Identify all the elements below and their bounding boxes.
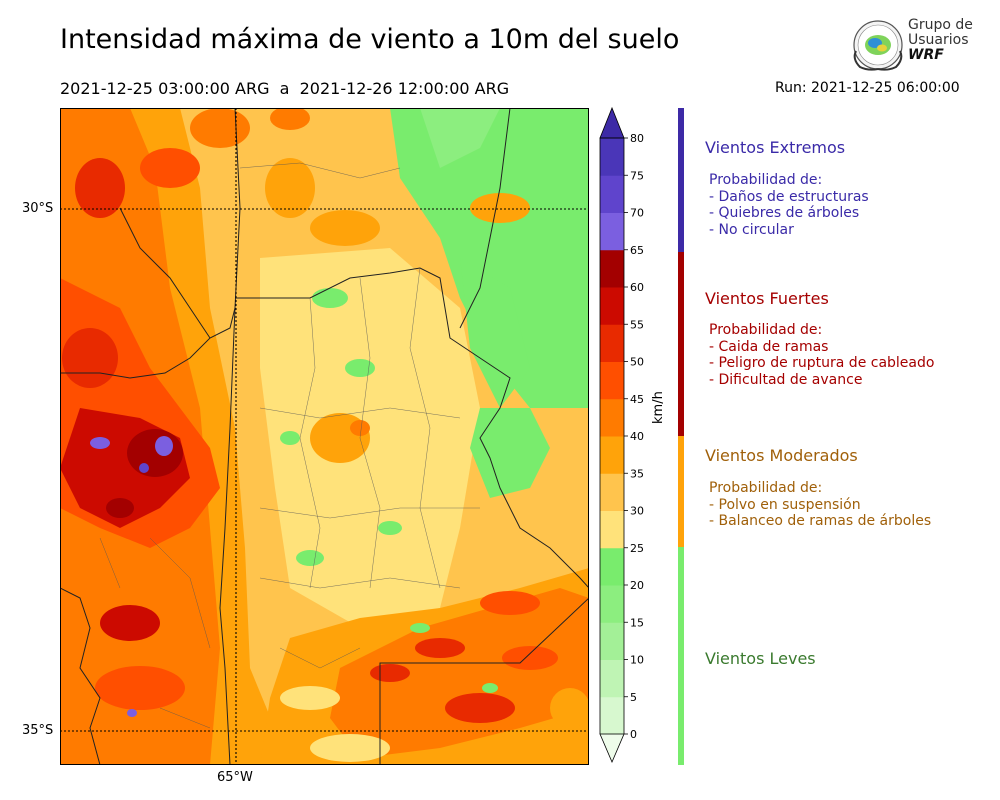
legend-moderados-list: Probabilidad de: - Polvo en suspensión -… (709, 480, 931, 530)
colorbar-segment (600, 287, 624, 325)
logo-line-2: Usuarios (908, 32, 969, 48)
colorbar-extend-low (599, 733, 625, 764)
run-timestamp: Run: 2021-12-25 06:00:00 (775, 80, 960, 96)
lon-label-65: 65°W (217, 770, 253, 785)
legend-extremos-item: Probabilidad de: (709, 172, 823, 188)
lat-label-35: 35°S (22, 723, 54, 738)
forecast-period: 2021-12-25 03:00:00 ARG a 2021-12-26 12:… (60, 79, 510, 98)
colorbar-tick-label: 65 (630, 244, 644, 257)
legend-fuertes-title: Vientos Fuertes (705, 289, 829, 308)
logo-line-3: WRF (908, 47, 944, 63)
colorbar-tick-label: 50 (630, 356, 644, 369)
map-title: Intensidad máxima de viento a 10m del su… (60, 24, 680, 55)
colorbar-segment (600, 585, 624, 623)
legend-leves-title: Vientos Leves (705, 649, 816, 668)
colorbar-extend-high (599, 106, 625, 139)
colorbar-segment (600, 398, 624, 437)
legend-extremos-list: Probabilidad de: - Daños de estructuras … (709, 172, 869, 238)
colorbar-tick-label: 60 (630, 281, 644, 294)
category-bar-moderados (678, 436, 684, 547)
category-bar (678, 108, 684, 765)
colorbar-tick-label: 0 (630, 728, 637, 741)
colorbar-segment (600, 436, 624, 474)
category-bar-leves (678, 547, 684, 765)
colorbar-segment (600, 361, 624, 400)
colorbar-segment (600, 510, 624, 549)
wind-map (60, 108, 589, 765)
colorbar-tick-label: 5 (630, 691, 637, 704)
colorbar-tick-label: 25 (630, 542, 644, 555)
colorbar-tick-label: 10 (630, 654, 644, 667)
colorbar-tick-label: 35 (630, 467, 644, 480)
colorbar-tick-label: 45 (630, 393, 644, 406)
colorbar-unit: km/h (651, 391, 666, 424)
legend-extremos-title: Vientos Extremos (705, 138, 846, 157)
legend-moderados-title: Vientos Moderados (705, 446, 858, 465)
legend-fuertes-item: - Caida de ramas (709, 338, 829, 355)
colorbar-tick-label: 70 (630, 207, 644, 220)
colorbar-tick-label: 15 (630, 616, 644, 629)
colorbar: 0 5 10 15 20 25 30 35 40 45 50 55 60 65 70 75 80 (599, 106, 644, 764)
colorbar-tick-label: 40 (630, 430, 644, 443)
colorbar-tick-label: 30 (630, 505, 644, 518)
logo-line-1: Grupo de (908, 17, 973, 33)
colorbar-segment (600, 622, 624, 660)
wrf-logo (853, 20, 903, 71)
category-bar-fuertes (678, 252, 684, 436)
colorbar-segment (600, 175, 624, 213)
colorbar-tick-label: 75 (630, 169, 644, 182)
logo-text: Grupo de Usuarios WRF (908, 18, 973, 63)
colorbar-segment (600, 212, 624, 251)
legend-moderados-item: Probabilidad de: (709, 480, 823, 496)
colorbar-segment (600, 473, 624, 511)
colorbar-segment (600, 659, 624, 698)
colorbar-segment (600, 547, 624, 586)
colorbar-tick-label: 20 (630, 579, 644, 592)
lat-label-30: 30°S (22, 201, 54, 216)
colorbar-tick-label: 80 (630, 132, 644, 145)
legend-fuertes-item: - Dificultad de avance (709, 371, 863, 388)
legend-extremos-item: - Quiebres de árboles (709, 205, 860, 221)
category-bar-extremos (678, 108, 684, 252)
legend-extremos-item: - No circular (709, 221, 794, 238)
legend-extremos-item: - Daños de estructuras (709, 188, 869, 205)
legend-fuertes-item: - Peligro de ruptura de cableado (709, 355, 935, 371)
legend-moderados-item: - Polvo en suspensión (709, 496, 861, 513)
colorbar-segment (600, 138, 624, 176)
legend-fuertes-list: Probabilidad de: - Caida de ramas - Peli… (709, 322, 934, 388)
colorbar-segment (600, 696, 624, 735)
legend-moderados-item: - Balanceo de ramas de árboles (709, 513, 932, 529)
colorbar-segment (600, 249, 624, 288)
colorbar-tick-label: 55 (630, 318, 644, 331)
legend-fuertes-item: Probabilidad de: (709, 322, 823, 338)
colorbar-segment (600, 324, 624, 362)
